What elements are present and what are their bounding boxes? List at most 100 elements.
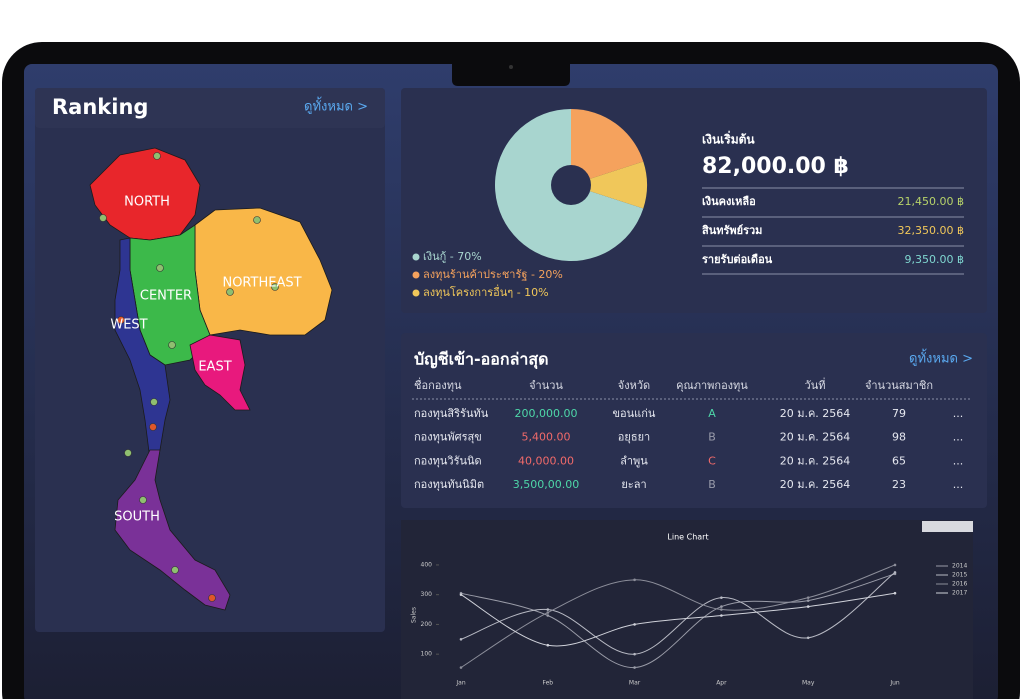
summary-value: 9,350.00 ฿ bbox=[905, 253, 964, 266]
column-header: คุณภาพกองทุน bbox=[676, 379, 748, 392]
notch bbox=[452, 64, 570, 86]
table-cell: ขอนแก่น bbox=[613, 407, 656, 420]
legend-label: 2015 bbox=[952, 572, 967, 579]
line-point bbox=[633, 666, 636, 669]
table-cell: 3,500,00.00 bbox=[513, 478, 579, 491]
legend-label: ลงทุนโครงการอื่นๆ - 10% bbox=[423, 284, 549, 299]
line-point bbox=[633, 652, 636, 656]
x-tick-label: Jun bbox=[889, 680, 900, 687]
line-point bbox=[546, 611, 550, 614]
x-tick-label: Jan bbox=[455, 680, 465, 687]
table-cell: กองทุนทันนิมิต bbox=[414, 478, 484, 491]
table-cell: 20 ม.ค. 2564 bbox=[780, 407, 851, 420]
line-chart-panel bbox=[401, 520, 973, 699]
y-tick-label: 200 bbox=[421, 621, 433, 628]
line-point bbox=[893, 571, 897, 574]
summary-value: 21,450.00 ฿ bbox=[898, 195, 964, 208]
pie-hole bbox=[551, 165, 591, 205]
column-header: จังหวัด bbox=[618, 379, 650, 392]
map-pins bbox=[99, 152, 279, 602]
table-cell: B bbox=[708, 431, 716, 444]
line-point bbox=[720, 596, 723, 599]
view-all-link[interactable]: ดูทั้งหมด > bbox=[304, 97, 368, 115]
table-cell: 98 bbox=[892, 431, 906, 444]
legend-label: 2014 bbox=[952, 563, 967, 570]
summary-label: เงินคงเหลือ bbox=[702, 195, 756, 208]
region-label: NORTHEAST bbox=[222, 276, 301, 291]
line-point bbox=[633, 578, 636, 582]
legend-label: ลงทุนร้านค้าประชารัฐ - 20% bbox=[423, 268, 563, 281]
map: NORTH NORTHEAST CENTER WEST EAST SOUTH bbox=[89, 147, 333, 611]
legend-swatch bbox=[412, 253, 420, 261]
y-tick-label: 400 bbox=[421, 561, 433, 568]
column-header: ชื่อกองทุน bbox=[414, 377, 462, 392]
x-tick-label: May bbox=[802, 680, 815, 687]
table-cell: กองทุนวิรันนิด bbox=[414, 454, 482, 467]
region-south[interactable] bbox=[114, 449, 231, 611]
pie-slice bbox=[571, 109, 644, 185]
table-cell: อยุธยา bbox=[618, 431, 650, 444]
summary-label: รายรับต่อเดือน bbox=[702, 253, 773, 266]
line-point bbox=[720, 614, 723, 617]
region-label: NORTH bbox=[124, 195, 170, 210]
x-tick-label: Mar bbox=[629, 680, 641, 687]
table-title: บัญชีเข้า-ออกล่าสุด bbox=[414, 350, 549, 370]
legend-swatch bbox=[412, 271, 420, 279]
column-header: วันที่ bbox=[805, 377, 826, 392]
ranking-header bbox=[35, 88, 385, 128]
camera bbox=[509, 65, 513, 69]
line-series bbox=[460, 564, 896, 668]
region-label: SOUTH bbox=[114, 510, 160, 525]
view-all-link[interactable]: ดูทั้งหมด > bbox=[909, 349, 973, 367]
chart-title: Line Chart bbox=[667, 533, 708, 542]
table-cell: B bbox=[708, 478, 716, 491]
line-series bbox=[460, 573, 896, 669]
table-cell: กองทุนพัศรสุข bbox=[414, 431, 482, 444]
line-point bbox=[720, 605, 723, 608]
region-east[interactable] bbox=[189, 334, 251, 411]
line-point bbox=[459, 666, 463, 669]
line-point bbox=[633, 623, 636, 626]
table-cell: 200,000.00 bbox=[515, 407, 578, 420]
x-tick-label: Feb bbox=[542, 680, 553, 687]
table-cell: 20 ม.ค. 2564 bbox=[780, 454, 851, 467]
y-axis-label: Sales bbox=[411, 607, 418, 623]
line-point bbox=[893, 563, 897, 567]
row-menu: ... bbox=[953, 454, 964, 467]
chart-toolbar[interactable] bbox=[922, 521, 973, 532]
table-cell: 23 bbox=[892, 478, 906, 491]
region-label: WEST bbox=[110, 318, 147, 333]
line-point bbox=[806, 636, 810, 640]
column-header: จำนวนสมาชิก bbox=[865, 379, 933, 392]
row-menu: ... bbox=[953, 431, 964, 444]
legend-swatch bbox=[412, 289, 420, 297]
table-cell: 40,000.00 bbox=[518, 454, 574, 467]
row-menu: ... bbox=[953, 407, 964, 420]
table-cell: 20 ม.ค. 2564 bbox=[780, 478, 851, 491]
row-menu: ... bbox=[953, 478, 964, 491]
table-cell: A bbox=[708, 407, 716, 420]
line-point bbox=[546, 643, 550, 647]
y-tick-label: 100 bbox=[421, 651, 433, 658]
legend-label: 2016 bbox=[952, 581, 967, 588]
region-label: EAST bbox=[198, 360, 231, 375]
line-point bbox=[806, 605, 810, 608]
line-point bbox=[459, 637, 463, 641]
start-value: 82,000.00 ฿ bbox=[702, 154, 849, 179]
legend-label: 2017 bbox=[952, 590, 967, 597]
column-header: จำนวน bbox=[529, 379, 563, 392]
ranking-title: Ranking bbox=[52, 95, 148, 119]
summary-label: สินทรัพย์รวม bbox=[702, 224, 763, 237]
y-tick-label: 300 bbox=[421, 591, 433, 598]
table-cell: C bbox=[708, 454, 716, 467]
line-point bbox=[806, 596, 810, 599]
line-series bbox=[460, 571, 896, 655]
summary-value: 32,350.00 ฿ bbox=[898, 224, 964, 237]
table-cell: 5,400.00 bbox=[522, 431, 571, 444]
table-cell: ลำพูน bbox=[620, 454, 648, 467]
x-tick-label: Apr bbox=[716, 680, 727, 687]
table-panel bbox=[401, 333, 987, 508]
line-point bbox=[806, 599, 810, 602]
start-label: เงินเริ่มต้น bbox=[702, 131, 755, 147]
